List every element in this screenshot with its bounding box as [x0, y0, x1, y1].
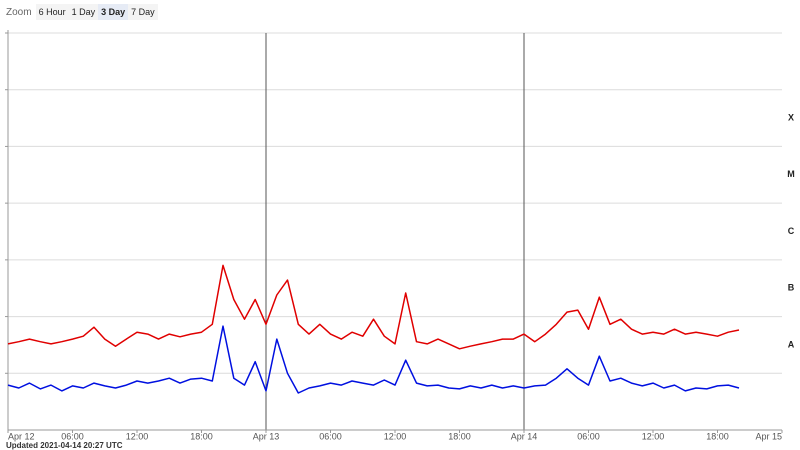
- x-tick-label: 12:00: [126, 431, 149, 441]
- class-label: A: [788, 339, 795, 349]
- x-tick-label: 06:00: [319, 431, 342, 441]
- flux-line: [7, 264, 740, 350]
- x-tick-label: 06:00: [61, 431, 84, 441]
- class-label: M: [787, 169, 795, 179]
- class-label: C: [788, 226, 795, 236]
- x-tick-label: Apr 13: [253, 431, 280, 441]
- x-tick-label: 12:00: [642, 431, 665, 441]
- zoom-button[interactable]: 3 Day: [98, 4, 129, 20]
- class-label: X: [788, 112, 794, 122]
- x-tick-label: 12:00: [384, 431, 407, 441]
- zoom-bar: Zoom 6 Hour 1 Day 3 Day 7 Day: [6, 4, 158, 20]
- updated-text: Updated 2021-04-14 20:27 UTC: [6, 441, 123, 450]
- x-tick-label: 18:00: [190, 431, 213, 441]
- x-tick-label: 06:00: [577, 431, 600, 441]
- x-tick-label: Apr 12: [8, 431, 35, 441]
- x-tick-label: Apr 15: [755, 431, 782, 441]
- zoom-label: Zoom: [6, 6, 32, 18]
- class-label: B: [788, 283, 795, 293]
- zoom-button[interactable]: 1 Day: [68, 4, 99, 20]
- zoom-button[interactable]: 7 Day: [128, 4, 158, 20]
- zoom-button[interactable]: 6 Hour: [35, 4, 69, 20]
- x-tick-label: 18:00: [706, 431, 729, 441]
- x-tick-label: Apr 14: [511, 431, 538, 441]
- x-tick-label: 18:00: [448, 431, 471, 441]
- flux-line: [7, 325, 740, 394]
